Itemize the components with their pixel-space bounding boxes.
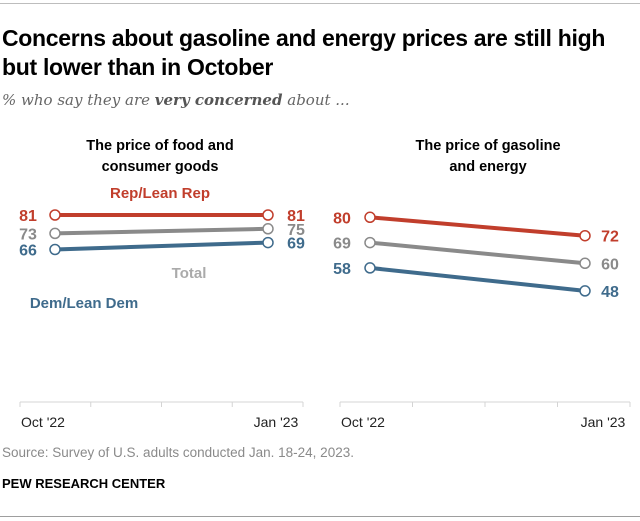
- data-label-dem: 58: [333, 261, 351, 278]
- legend-label-total: Total: [172, 265, 207, 282]
- data-point-total: [262, 223, 274, 235]
- legend-label-rep: Rep/Lean Rep: [110, 185, 210, 202]
- series-line-dem: [54, 240, 269, 252]
- data-point-rep: [262, 209, 274, 221]
- data-point-rep: [579, 229, 591, 242]
- bottom-rule: [0, 516, 640, 517]
- series-line-dem: [369, 265, 586, 293]
- data-label-rep: 81: [287, 208, 305, 225]
- data-label-total: 75: [287, 222, 305, 239]
- x-tick-label: Jan '23: [581, 414, 626, 430]
- data-point-total: [579, 257, 591, 270]
- data-label-dem: 69: [287, 236, 305, 253]
- data-point-total: [364, 236, 376, 249]
- chart-title: Concerns about gasoline and energy price…: [2, 25, 606, 80]
- data-label-rep: 72: [601, 229, 619, 246]
- data-point-rep: [49, 209, 61, 221]
- data-label-dem: 66: [19, 243, 37, 260]
- organization-label: PEW RESEARCH CENTER: [2, 476, 166, 491]
- x-tick-label: Oct '22: [341, 414, 385, 430]
- panel-title-line: and energy: [449, 159, 526, 175]
- top-rule: [0, 3, 640, 4]
- data-label-rep: 80: [333, 210, 351, 227]
- legend-label-dem: Dem/Lean Dem: [30, 295, 138, 312]
- data-label-dem: 48: [601, 284, 619, 301]
- x-tick-label: Oct '22: [21, 414, 65, 430]
- data-point-dem: [579, 285, 591, 297]
- chart-subtitle: % who say they are very concerned about …: [2, 91, 350, 109]
- data-point-dem: [262, 236, 274, 249]
- data-point-rep: [364, 211, 376, 224]
- data-point-total: [49, 227, 61, 240]
- x-tick-label: Jan '23: [254, 414, 299, 430]
- subtitle-prefix: % who say they are: [2, 91, 151, 109]
- source-note: Source: Survey of U.S. adults conducted …: [2, 445, 354, 460]
- data-label-total: 69: [333, 236, 351, 253]
- subtitle-suffix: about ...: [287, 91, 350, 109]
- data-label-total: 60: [601, 256, 619, 273]
- panel-title-line: The price of food and: [86, 138, 233, 154]
- data-label-rep: 81: [19, 208, 37, 225]
- data-point-dem: [364, 262, 376, 274]
- series-line-rep: [369, 215, 586, 238]
- subtitle-emphasis: very concerned: [154, 91, 283, 109]
- panel-title-line: The price of gasoline: [415, 138, 560, 154]
- panel-title-line: consumer goods: [102, 159, 219, 175]
- series-line-total: [54, 226, 269, 236]
- data-label-total: 73: [19, 226, 37, 243]
- data-point-dem: [49, 243, 61, 256]
- series-line-total: [369, 240, 586, 266]
